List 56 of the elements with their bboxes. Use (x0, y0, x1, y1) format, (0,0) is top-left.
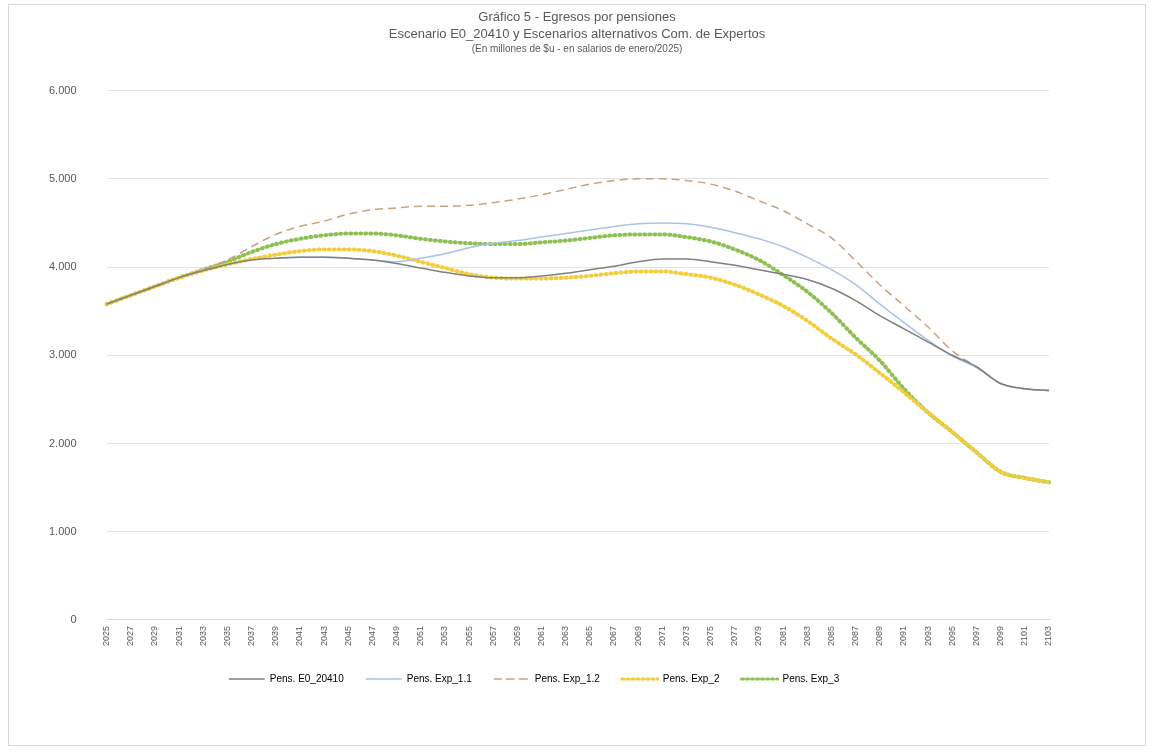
x-tick-label: 2041 (294, 625, 305, 647)
chart-subtitle: Escenario E0_20410 y Escenarios alternativos Com. de Expertos (387, 26, 767, 41)
x-tick-label: 2061 (536, 625, 546, 647)
x-tick-label: 2077 (729, 625, 740, 647)
x-tick-label: 2025 (101, 625, 112, 647)
y-tick-label: 3.000 (49, 348, 77, 361)
legend-label: Pens. Exp_1.1 (406, 672, 473, 684)
x-tick-label: 2051 (415, 625, 426, 647)
legend-label: Pens. E0_20410 (269, 672, 345, 684)
x-tick-label: 2045 (342, 625, 353, 647)
x-tick-label: 2085 (825, 625, 836, 647)
x-tick-label: 2099 (995, 625, 1006, 647)
x-tick-label: 2103 (1043, 625, 1054, 647)
y-tick-label: 5.000 (49, 171, 77, 184)
x-tick-label: 2079 (753, 625, 764, 647)
x-tick-label: 2071 (656, 625, 667, 647)
x-tick-label: 2049 (391, 625, 401, 647)
x-tick-label: 2095 (946, 625, 957, 647)
legend-label: Pens. Exp_3 (782, 672, 840, 684)
x-tick-label: 2053 (439, 625, 450, 647)
x-tick-label: 2067 (608, 625, 619, 647)
x-tick-label: 2073 (680, 625, 691, 647)
x-tick-label: 2059 (511, 625, 522, 647)
x-tick-label: 2097 (970, 625, 981, 647)
x-tick-label: 2037 (246, 625, 257, 647)
x-tick-label: 2033 (197, 625, 208, 647)
x-tick-label: 2043 (318, 625, 329, 647)
x-tick-label: 2091 (898, 625, 909, 647)
x-tick-label: 2065 (584, 625, 595, 647)
x-tick-label: 2063 (560, 625, 571, 647)
x-tick-label: 2031 (173, 625, 184, 647)
y-tick-label: 6.000 (49, 83, 77, 96)
y-tick-label: 0 (70, 613, 77, 626)
x-tick-label: 2083 (801, 625, 812, 647)
y-tick-label: 1.000 (49, 524, 77, 537)
x-tick-label: 2057 (487, 625, 498, 647)
y-tick-label: 2.000 (49, 436, 77, 449)
text: (En millones de $u - en salarios de enero/2025) (470, 43, 684, 54)
x-tick-label: 2101 (1019, 625, 1030, 647)
x-tick-label: 2029 (149, 625, 160, 647)
x-tick-label: 2027 (125, 625, 136, 647)
x-tick-label: 2075 (705, 625, 716, 647)
x-tick-label: 2039 (270, 625, 281, 647)
legend-label: Pens. Exp_2 (662, 672, 720, 684)
x-tick-label: 2069 (632, 625, 643, 647)
line-series (105, 256, 1050, 392)
y-tick-label: 4.000 (49, 260, 77, 273)
chart-title: Gráfico 5 - Egresos por pensiones (477, 9, 677, 24)
x-tick-label: 2089 (874, 625, 885, 647)
x-tick-label: 2081 (777, 625, 788, 647)
x-tick-label: 2035 (221, 625, 232, 647)
x-tick-label: 2055 (463, 625, 474, 647)
x-tick-label: 2087 (850, 625, 861, 647)
x-tick-label: 2047 (366, 625, 377, 647)
x-tick-label: 2093 (922, 625, 933, 647)
legend-label: Pens. Exp_1.2 (534, 672, 601, 684)
